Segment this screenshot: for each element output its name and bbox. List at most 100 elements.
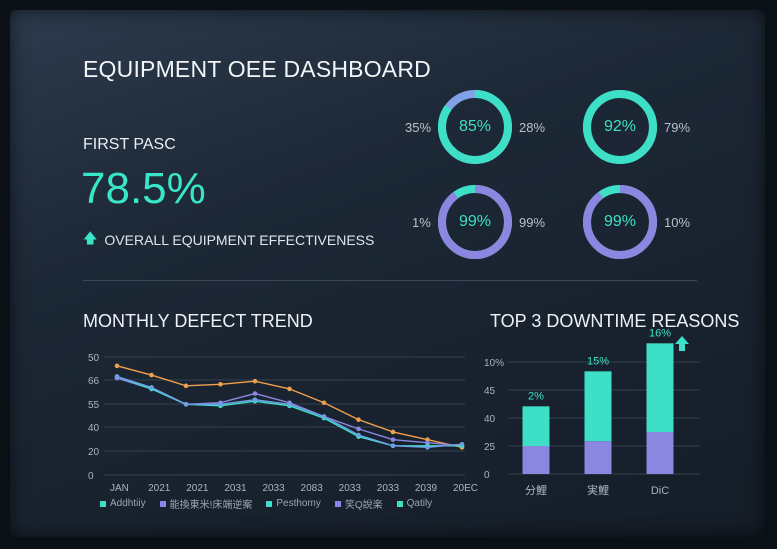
gauge-4-right-label: 10% — [664, 215, 691, 230]
x-category-label: 実鯉 — [587, 483, 609, 497]
x-tick-label: 2083 — [301, 483, 324, 494]
data-point — [287, 386, 292, 392]
downtime-title: TOP 3 DOWNTIME REASONS — [490, 311, 740, 331]
gauge-arc — [583, 90, 657, 164]
gauge-4: 99% — [582, 184, 658, 260]
gauge-1-ring — [438, 90, 512, 164]
legend-swatch — [334, 500, 341, 507]
data-point — [149, 372, 154, 378]
legend-swatch — [159, 500, 166, 507]
x-tick-label: JAN — [110, 483, 129, 494]
data-point — [114, 363, 120, 369]
data-point — [390, 443, 396, 449]
y-tick-label: 40 — [88, 423, 100, 434]
data-point — [321, 414, 327, 419]
y-tick-label: 25 — [484, 442, 496, 453]
y-tick-label: 40 — [484, 414, 496, 425]
bar-value-label: 16% — [649, 327, 671, 339]
legend-item: Pesthomy — [266, 496, 321, 511]
y-tick-label: 0 — [484, 470, 490, 481]
x-tick-label: 2021 — [148, 483, 171, 494]
legend-item: Addhtiiy — [100, 496, 146, 511]
data-point — [114, 374, 120, 379]
bar-top-segment — [646, 343, 674, 432]
y-tick-label: 0 — [88, 471, 94, 482]
data-point — [252, 391, 258, 396]
legend-swatch — [100, 500, 106, 507]
gauge-1-value: 85% — [458, 118, 492, 135]
trend-up-icon — [675, 336, 689, 351]
y-tick-label: 10% — [484, 358, 504, 369]
gauge-3-value: 99% — [458, 213, 492, 230]
gauge-4-ring — [583, 185, 657, 259]
data-point — [149, 385, 154, 390]
gauge-3: 99% — [437, 184, 513, 260]
legend-label: Qatily — [406, 498, 433, 509]
kpi-label: FIRST PASC — [83, 136, 176, 153]
legend-label: 笑Q說楽 — [344, 500, 383, 511]
legend-swatch — [266, 500, 273, 507]
gauge-arc — [583, 185, 657, 259]
y-tick-label: 55 — [88, 400, 100, 411]
data-point — [218, 401, 223, 407]
data-point — [390, 429, 396, 435]
x-category-label: DiC — [651, 485, 669, 497]
legend-label: 能換東米!床端逆案 — [169, 500, 253, 511]
arrow-up-icon: 🡅 — [83, 230, 98, 246]
legend-label: Pesthomy — [276, 498, 321, 509]
gauge-1-right-label: 28% — [519, 120, 546, 135]
defect-trend-title: MONTHLY DEFECT TREND — [83, 311, 313, 331]
data-point — [390, 437, 396, 442]
data-point — [218, 381, 223, 387]
data-point — [356, 417, 361, 422]
y-tick-label: 50 — [88, 353, 100, 364]
legend-item: Qatily — [396, 496, 433, 511]
data-point — [356, 426, 361, 432]
bar-base-segment — [646, 432, 674, 474]
bar-top-segment — [522, 406, 550, 446]
y-tick-label: 20 — [88, 447, 100, 458]
data-point — [287, 401, 292, 407]
legend-swatch — [396, 500, 403, 507]
data-point — [252, 397, 258, 402]
bar-base-segment — [522, 446, 550, 474]
legend-item: 笑Q說楽 — [334, 496, 383, 511]
data-point — [356, 432, 361, 438]
data-point — [425, 445, 430, 450]
page-title: EQUIPMENT OEE DASHBOARD — [83, 56, 431, 82]
data-point — [459, 441, 465, 447]
bar-value-label: 2% — [528, 390, 544, 402]
gauge-arc — [438, 90, 512, 164]
gauge-1-left-label: 35% — [405, 120, 432, 135]
bar-value-label: 15% — [587, 355, 609, 367]
x-tick-label: 2039 — [415, 483, 438, 494]
kpi-subtitle: OVERALL EQUIPMENT EFFECTIVENESS — [104, 232, 375, 248]
defect-trend-legend: Addhtiiy 能換東米!床端逆案 Pesthomy 笑Q說楽 Qatily — [100, 496, 432, 511]
gauge-1: 85% — [437, 89, 513, 165]
x-category-label: 分鯉 — [525, 483, 547, 497]
data-point — [321, 400, 327, 406]
y-tick-label: 66 — [88, 376, 100, 387]
x-tick-label: 2033 — [262, 483, 285, 494]
kpi-value: 78.5% — [81, 164, 206, 213]
x-tick-label: 20EC — [453, 483, 478, 494]
data-point — [252, 378, 258, 384]
gauge-3-left-label: 1% — [412, 215, 431, 230]
data-point — [183, 383, 189, 389]
data-point — [183, 401, 189, 407]
gauge-2-right-label: 79% — [664, 120, 691, 135]
x-tick-label: 2031 — [224, 483, 247, 494]
x-tick-label: 2021 — [186, 483, 209, 494]
kpi-subtitle-row: 🡅 OVERALL EQUIPMENT EFFECTIVENESS — [83, 228, 374, 252]
section-divider — [83, 280, 697, 281]
bar-base-segment — [584, 441, 612, 474]
gauge-3-right-label: 99% — [519, 215, 546, 230]
bar-top-segment — [584, 371, 612, 442]
legend-item: 能換東米!床端逆案 — [159, 496, 253, 511]
gauge-4-value: 99% — [603, 213, 637, 230]
x-tick-label: 2033 — [339, 483, 362, 494]
gauge-2-value: 92% — [603, 118, 637, 135]
legend-label: Addhtiiy — [110, 498, 146, 509]
